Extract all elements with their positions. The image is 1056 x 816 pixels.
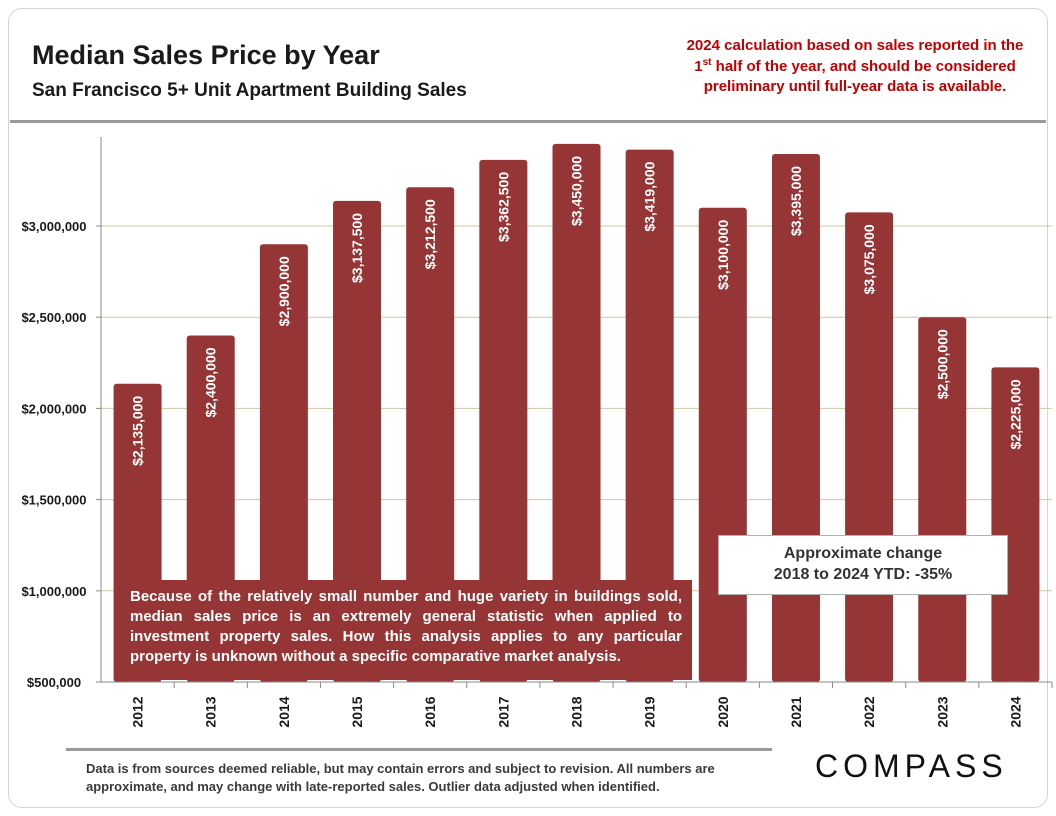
bar-2015 [333, 200, 382, 683]
change-line-1: Approximate change [783, 545, 943, 562]
x-tick-label: 2022 [861, 696, 877, 727]
x-tick-label: 2019 [642, 696, 658, 727]
data-label-2018: $3,450,000 [569, 156, 585, 226]
footer-line-1: Data is from sources deemed reliable, bu… [86, 761, 715, 776]
preliminary-note: 2024 calculation based on sales reported… [666, 36, 1044, 98]
x-tick-label: 2014 [276, 696, 292, 727]
footer-line-2: approximate, and may change with late-re… [86, 779, 660, 794]
change-line-2: 2018 to 2024 YTD: -35% [773, 566, 953, 583]
bar-2016 [406, 187, 455, 683]
bar-2019 [625, 149, 674, 682]
x-tick-label: 2015 [349, 696, 365, 727]
data-label-2016: $3,212,500 [422, 199, 438, 269]
y-tick-label: $500,000 [27, 675, 81, 690]
compass-logo: COMPASS [815, 748, 1008, 784]
x-tick-label: 2013 [203, 696, 219, 727]
note-line-3: preliminary until full-year data is avai… [703, 78, 1007, 95]
x-tick-label: 2021 [788, 696, 804, 727]
data-label-2023: $2,500,000 [934, 329, 950, 399]
x-tick-label: 2016 [422, 696, 438, 727]
chart-title: Median Sales Price by Year [32, 40, 380, 70]
data-label-2024: $2,225,000 [1007, 379, 1023, 449]
x-tick-label: 2017 [495, 696, 511, 727]
data-label-2022: $3,075,000 [861, 224, 877, 294]
y-tick-label: $2,000,000 [21, 401, 86, 416]
note-line-2-text: half of the year, and should be consider… [711, 57, 1016, 75]
y-tick-label: $2,500,000 [21, 310, 86, 325]
approximate-change-box: Approximate change 2018 to 2024 YTD: -35… [718, 535, 1008, 595]
footer-note: Data is from sources deemed reliable, bu… [86, 760, 776, 796]
note-line-2-superscript: st [702, 56, 712, 68]
x-tick-label: 2012 [130, 696, 146, 727]
note-line-1: 2024 calculation based on sales reported… [686, 37, 1024, 54]
bar-2018 [552, 143, 601, 683]
footer-divider [66, 748, 772, 751]
data-label-2015: $3,137,500 [349, 213, 365, 283]
note-line-2: 1st half of the year, and should be cons… [666, 57, 1044, 78]
x-tick-label: 2018 [569, 696, 585, 727]
data-label-2021: $3,395,000 [788, 166, 804, 236]
x-axis-ticks: 2012 2013 2014 2015 2016 2017 2018 2019 2020 2021… [130, 682, 1053, 728]
header-divider [10, 120, 1046, 123]
chart-subtitle: San Francisco 5+ Unit Apartment Building… [32, 80, 467, 101]
data-label-2012: $2,135,000 [130, 396, 146, 466]
data-label-2019: $3,419,000 [642, 161, 658, 231]
y-tick-label: $1,500,000 [21, 493, 86, 508]
y-axis-ticks: $500,000 $1,000,000 $1,500,000 $2,000,000 $2… [21, 219, 101, 690]
data-label-2013: $2,400,000 [203, 347, 219, 417]
y-tick-label: $3,000,000 [21, 219, 86, 234]
bar-2024 [991, 367, 1040, 682]
data-label-2017: $3,362,500 [495, 172, 511, 242]
bar-2014 [259, 244, 308, 683]
bar-2017 [479, 159, 528, 682]
x-tick-label: 2023 [934, 696, 950, 727]
disclaimer-box: Because of the relatively small number a… [120, 580, 692, 680]
y-tick-label: $1,000,000 [21, 584, 86, 599]
x-tick-label: 2024 [1007, 696, 1023, 727]
x-tick-label: 2020 [715, 696, 731, 727]
data-label-2020: $3,100,000 [715, 220, 731, 290]
data-label-2014: $2,900,000 [276, 256, 292, 326]
note-line-2-number: 1 [694, 57, 703, 75]
